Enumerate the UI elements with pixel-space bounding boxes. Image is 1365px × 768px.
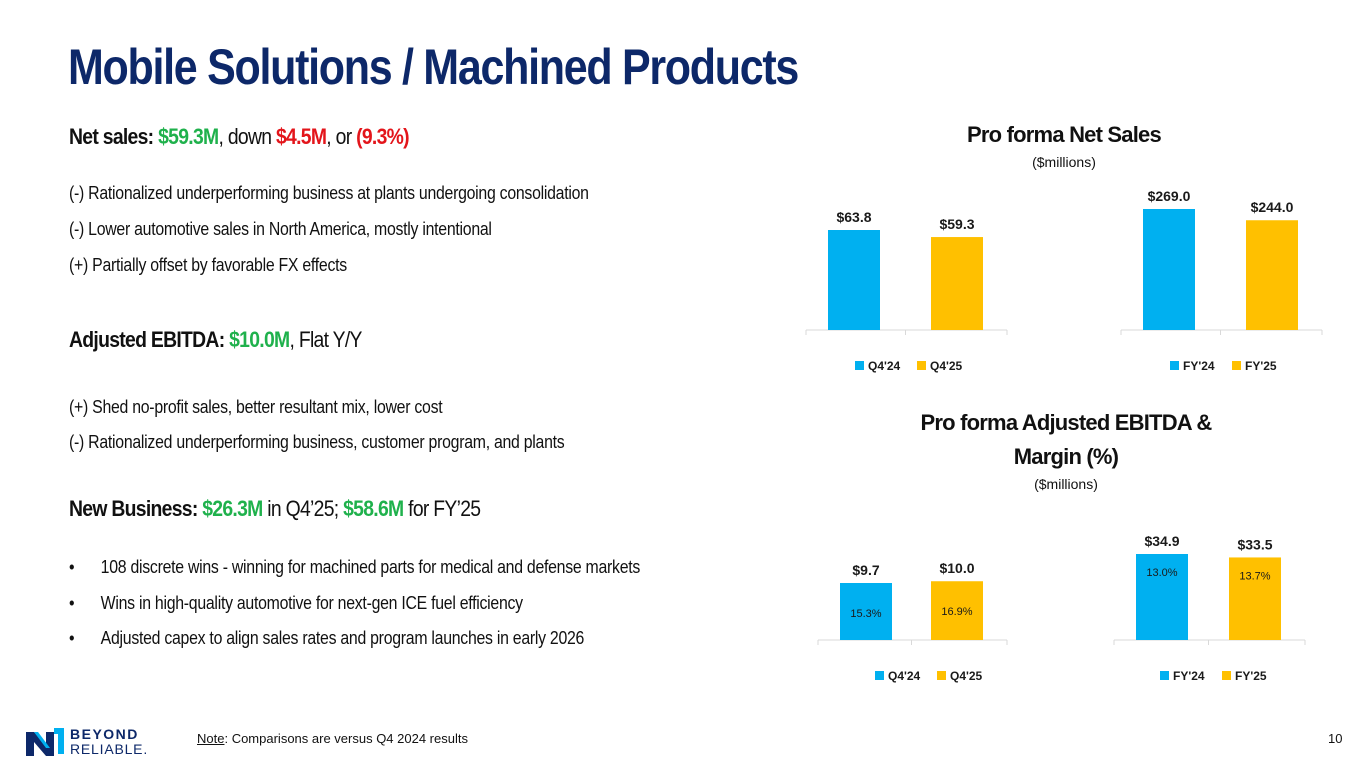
bar-FY'24	[1136, 554, 1188, 640]
bar-Q4'25	[931, 581, 983, 640]
logo-line1: BEYOND	[70, 726, 139, 742]
bar-Q4'25	[931, 237, 983, 330]
legend-swatch	[855, 361, 864, 370]
margin-label: 13.7%	[1239, 570, 1270, 582]
data-label: $33.5	[1237, 536, 1272, 552]
legend-label: FY'24	[1173, 669, 1205, 683]
beyond-reliable-logo	[26, 728, 64, 756]
net-sales-point: (+) Partially offset by favorable FX eff…	[69, 255, 347, 275]
net-sales-label: Net sales:	[69, 124, 159, 149]
ebitda-point: (-) Rationalized underperforming busines…	[69, 432, 565, 452]
ebitda-value: $10.0M	[229, 327, 290, 352]
page-title: Mobile Solutions / Machined Products	[68, 39, 799, 95]
ebitda-chart-title-line2: Margin (%)	[1013, 444, 1119, 469]
legend-swatch	[875, 671, 884, 680]
new-business-label: New Business:	[69, 496, 203, 521]
new-business-bullet: • Adjusted capex to align sales rates and…	[69, 628, 584, 649]
bar-FY'24	[1143, 209, 1195, 330]
data-label: $63.8	[836, 209, 871, 225]
new-business-heading: New Business: $26.3M in Q4’25; $58.6M fo…	[69, 496, 481, 522]
new-business-bullet: • 108 discrete wins - winning for machine…	[69, 557, 640, 578]
bullet-dot: •	[69, 593, 75, 613]
new-business-fy-value: $58.6M	[343, 496, 404, 521]
bar-Q4'24	[840, 583, 892, 640]
legend-swatch	[1160, 671, 1169, 680]
legend-swatch	[1170, 361, 1179, 370]
new-business-q-text: in Q4’25;	[262, 496, 344, 521]
data-label: $34.9	[1144, 533, 1179, 549]
logo-text: BEYOND RELIABLE.	[70, 727, 148, 757]
ebitda-heading: Adjusted EBITDA: $10.0M, Flat Y/Y	[69, 327, 362, 353]
new-business-bullet: • Wins in high-quality automotive for nex…	[69, 593, 523, 614]
legend-label: Q4'24	[888, 669, 921, 683]
ebitda-quarter-chart: $9.7 15.3% $10.0 16.9% Q4'24 Q4'25	[817, 560, 1008, 683]
legend-label: FY'25	[1235, 669, 1267, 683]
net-sales-point: (-) Lower automotive sales in North Amer…	[69, 219, 492, 239]
data-label: $9.7	[852, 562, 879, 578]
ebitda-chart-subtitle: ($millions)	[1034, 476, 1098, 492]
ebitda-fy-chart: $34.9 13.0% $33.5 13.7% FY'24 FY'25	[1113, 533, 1306, 683]
legend-label: FY'24	[1183, 359, 1215, 373]
bullet-dot: •	[69, 628, 75, 648]
margin-label: 13.0%	[1146, 567, 1177, 579]
logo-line2: RELIABLE.	[70, 741, 149, 757]
legend-swatch	[1222, 671, 1231, 680]
legend-label: Q4'25	[930, 359, 963, 373]
net-sales-heading: Net sales: $59.3M, down $4.5M, or (9.3%)	[69, 124, 410, 150]
ebitda-chart-title-line1: Pro forma Adjusted EBITDA &	[920, 410, 1213, 435]
data-label: $10.0	[939, 560, 974, 576]
note-text: : Comparisons are versus Q4 2024 results	[224, 731, 468, 746]
net-sales-sep1: , down	[218, 124, 276, 149]
net-sales-sep2: , or	[326, 124, 357, 149]
bullet-text: Adjusted capex to align sales rates and …	[100, 628, 585, 648]
net-sales-chart-title: Pro forma Net Sales	[967, 122, 1162, 147]
new-business-q-value: $26.3M	[202, 496, 263, 521]
data-label: $244.0	[1251, 199, 1294, 215]
bullet-text: Wins in high-quality automotive for next…	[100, 593, 523, 613]
net-sales-value: $59.3M	[158, 124, 219, 149]
legend-swatch	[917, 361, 926, 370]
data-label: $269.0	[1148, 188, 1191, 204]
legend-swatch	[937, 671, 946, 680]
net-sales-quarter-chart: $63.8 $59.3 Q4'24 Q4'25	[805, 209, 1008, 373]
ebitda-label: Adjusted EBITDA:	[69, 327, 230, 352]
legend-label: Q4'24	[868, 359, 901, 373]
legend-label: FY'25	[1245, 359, 1277, 373]
ebitda-suffix: , Flat Y/Y	[289, 327, 362, 352]
data-label: $59.3	[939, 216, 974, 232]
net-sales-change: $4.5M	[275, 124, 327, 149]
bullet-dot: •	[69, 557, 75, 577]
bar-FY'25	[1246, 220, 1298, 330]
bar-FY'25	[1229, 557, 1281, 640]
footer-note: Note: Comparisons are versus Q4 2024 res…	[197, 731, 468, 746]
note-label: Note	[197, 731, 225, 746]
net-sales-fy-chart: $269.0 $244.0 FY'24 FY'25	[1120, 188, 1323, 373]
legend-label: Q4'25	[950, 669, 983, 683]
margin-label: 15.3%	[850, 608, 881, 620]
bar-Q4'24	[828, 230, 880, 330]
margin-label: 16.9%	[941, 606, 972, 618]
ebitda-point: (+) Shed no-profit sales, better resulta…	[69, 397, 443, 417]
net-sales-chart-subtitle: ($millions)	[1032, 154, 1096, 170]
net-sales-pct: (9.3%)	[356, 124, 410, 149]
legend-swatch	[1232, 361, 1241, 370]
bullet-text: 108 discrete wins - winning for machined…	[100, 557, 641, 577]
new-business-fy-text: for FY’25	[403, 496, 481, 521]
net-sales-point: (-) Rationalized underperforming busines…	[69, 183, 589, 203]
page-number: 10	[1328, 731, 1343, 746]
